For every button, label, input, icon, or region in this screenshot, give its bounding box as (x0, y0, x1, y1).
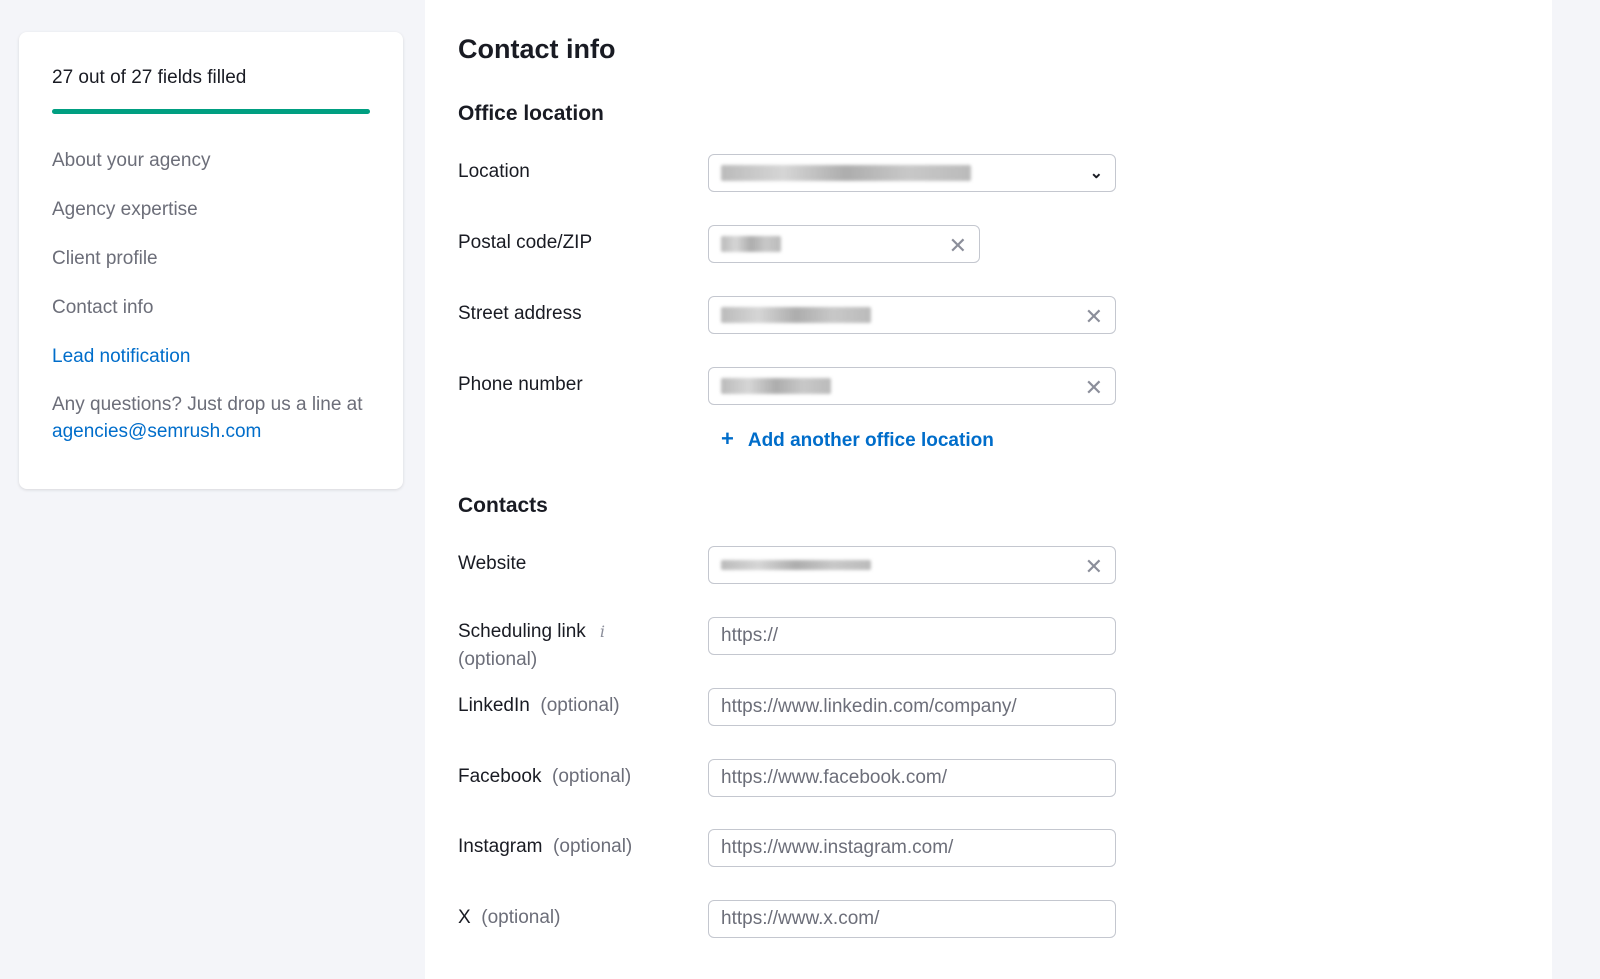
nav-contact-info[interactable]: Contact info (52, 297, 154, 318)
clear-icon[interactable]: ✕ (1084, 375, 1103, 400)
help-text-label: Any questions? Just drop us a line at (52, 394, 363, 415)
scheduling-label-text: Scheduling link (458, 621, 586, 642)
linkedin-placeholder: https://www.linkedin.com/company/ (721, 696, 1017, 717)
instagram-label: Instagram (optional) (458, 836, 632, 858)
street-input[interactable]: ✕ (708, 296, 1116, 334)
progress-card: 27 out of 27 fields filled About your ag… (19, 32, 403, 489)
instagram-label-text: Instagram (458, 836, 543, 857)
instagram-input[interactable]: https://www.instagram.com/ (708, 829, 1116, 867)
location-select[interactable]: ⌄ (708, 154, 1116, 192)
help-text: Any questions? Just drop us a line at ag… (52, 391, 370, 445)
add-office-label: Add another office location (747, 430, 994, 451)
facebook-label: Facebook (optional) (458, 766, 631, 788)
phone-input[interactable]: ✕ (708, 367, 1116, 405)
plus-icon: + (721, 426, 734, 451)
optional-tag: (optional) (552, 766, 632, 787)
optional-tag: (optional) (553, 836, 633, 857)
optional-tag: (optional) (458, 649, 538, 670)
street-label: Street address (458, 303, 582, 324)
progress-label: 27 out of 27 fields filled (52, 67, 247, 88)
nav-agency-expertise[interactable]: Agency expertise (52, 199, 198, 220)
help-email-link[interactable]: agencies@semrush.com (52, 421, 262, 442)
optional-tag: (optional) (540, 695, 620, 716)
scheduling-label: Scheduling link i (optional) (458, 618, 605, 674)
progress-bar-fill (52, 109, 370, 114)
phone-label: Phone number (458, 374, 583, 395)
linkedin-input[interactable]: https://www.linkedin.com/company/ (708, 688, 1116, 726)
x-label-text: X (458, 907, 471, 928)
facebook-placeholder: https://www.facebook.com/ (721, 767, 947, 788)
main-panel: Contact info Office location Location ⌄ … (425, 0, 1552, 979)
chevron-down-icon: ⌄ (1089, 165, 1103, 182)
postal-label: Postal code/ZIP (458, 232, 593, 253)
info-icon[interactable]: i (599, 622, 605, 641)
nav-about-your-agency[interactable]: About your agency (52, 150, 211, 171)
linkedin-label-text: LinkedIn (458, 695, 530, 716)
location-label: Location (458, 161, 530, 182)
website-input[interactable]: ✕ (708, 546, 1116, 584)
facebook-input[interactable]: https://www.facebook.com/ (708, 759, 1116, 797)
x-input[interactable]: https://www.x.com/ (708, 900, 1116, 938)
clear-icon[interactable]: ✕ (1084, 304, 1103, 329)
optional-tag: (optional) (481, 907, 561, 928)
office-location-heading: Office location (458, 102, 604, 125)
nav-lead-notification[interactable]: Lead notification (52, 346, 191, 367)
nav-client-profile[interactable]: Client profile (52, 248, 158, 269)
x-placeholder: https://www.x.com/ (721, 908, 880, 929)
clear-icon[interactable]: ✕ (948, 233, 967, 258)
scheduling-placeholder: https:// (721, 625, 779, 646)
clear-icon[interactable]: ✕ (1084, 554, 1103, 579)
scheduling-input[interactable]: https:// (708, 617, 1116, 655)
postal-input[interactable]: ✕ (708, 225, 980, 263)
x-label: X (optional) (458, 907, 560, 929)
facebook-label-text: Facebook (458, 766, 542, 787)
linkedin-label: LinkedIn (optional) (458, 695, 620, 717)
page-title: Contact info (458, 34, 616, 64)
add-office-location-button[interactable]: + Add another office location (721, 426, 994, 452)
contacts-heading: Contacts (458, 494, 548, 517)
progress-bar (52, 109, 370, 114)
instagram-placeholder: https://www.instagram.com/ (721, 837, 954, 858)
website-label: Website (458, 553, 527, 574)
section-nav: About your agency Agency expertise Clien… (52, 136, 370, 381)
